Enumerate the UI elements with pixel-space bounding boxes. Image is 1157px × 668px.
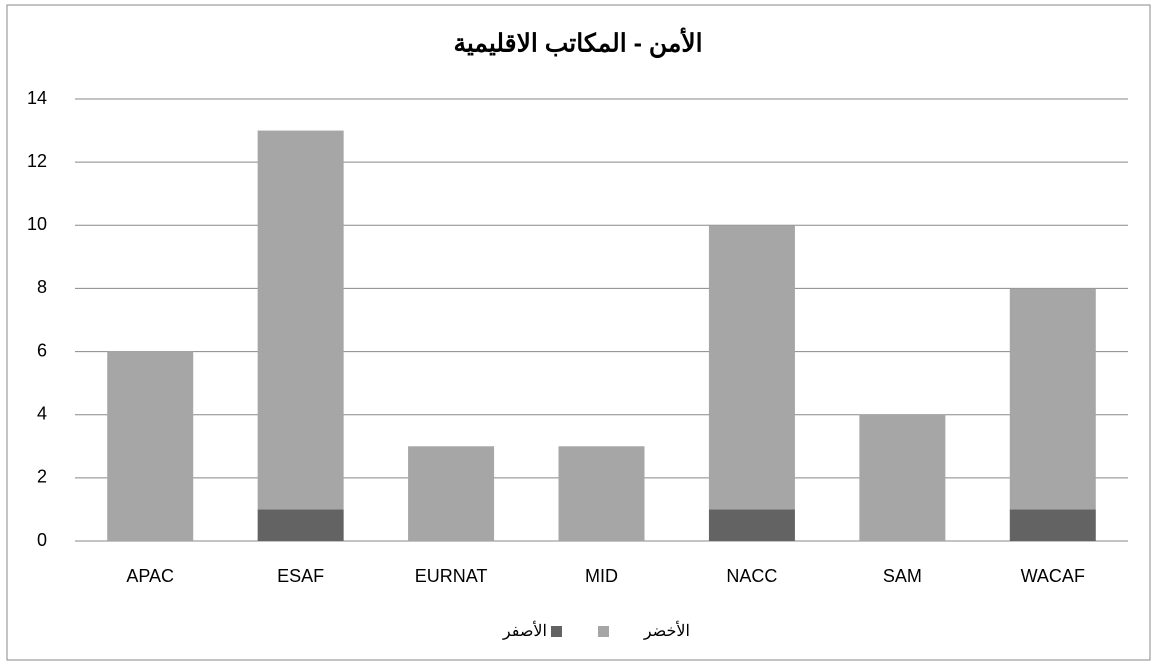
bar-segment: [558, 446, 645, 541]
chart-title: الأمن - المكاتب الاقليمية: [453, 26, 702, 59]
bar-segment: [1009, 288, 1096, 510]
chart-frame: [6, 4, 1151, 661]
bar-segment: [708, 225, 795, 510]
y-tick-label: 8: [37, 277, 47, 297]
bar-segment: [408, 446, 495, 541]
bar-segment: [257, 130, 344, 510]
bar-segment: [708, 509, 795, 541]
legend-swatch: [598, 626, 609, 637]
x-tick-label: EURNAT: [415, 566, 488, 586]
legend-label: الأخضر: [643, 621, 690, 640]
y-tick-label: 2: [37, 467, 47, 487]
y-tick-label: 0: [37, 530, 47, 550]
y-tick-label: 10: [27, 214, 47, 234]
y-tick-label: 4: [37, 403, 47, 423]
y-tick-label: 14: [27, 88, 47, 108]
legend-label: الأصفر: [502, 621, 547, 640]
x-tick-label: APAC: [126, 566, 174, 586]
legend-swatch: [551, 626, 562, 637]
x-tick-label: ESAF: [277, 566, 324, 586]
bar-segment: [107, 351, 194, 541]
bar-segment: [257, 509, 344, 541]
x-tick-label: SAM: [883, 566, 922, 586]
x-tick-label: WACAF: [1021, 566, 1085, 586]
y-tick-label: 6: [37, 340, 47, 360]
bar-segment: [1009, 509, 1096, 541]
y-tick-label: 12: [27, 151, 47, 171]
bar-segment: [859, 414, 946, 541]
x-tick-label: NACC: [726, 566, 777, 586]
x-tick-label: MID: [585, 566, 618, 586]
